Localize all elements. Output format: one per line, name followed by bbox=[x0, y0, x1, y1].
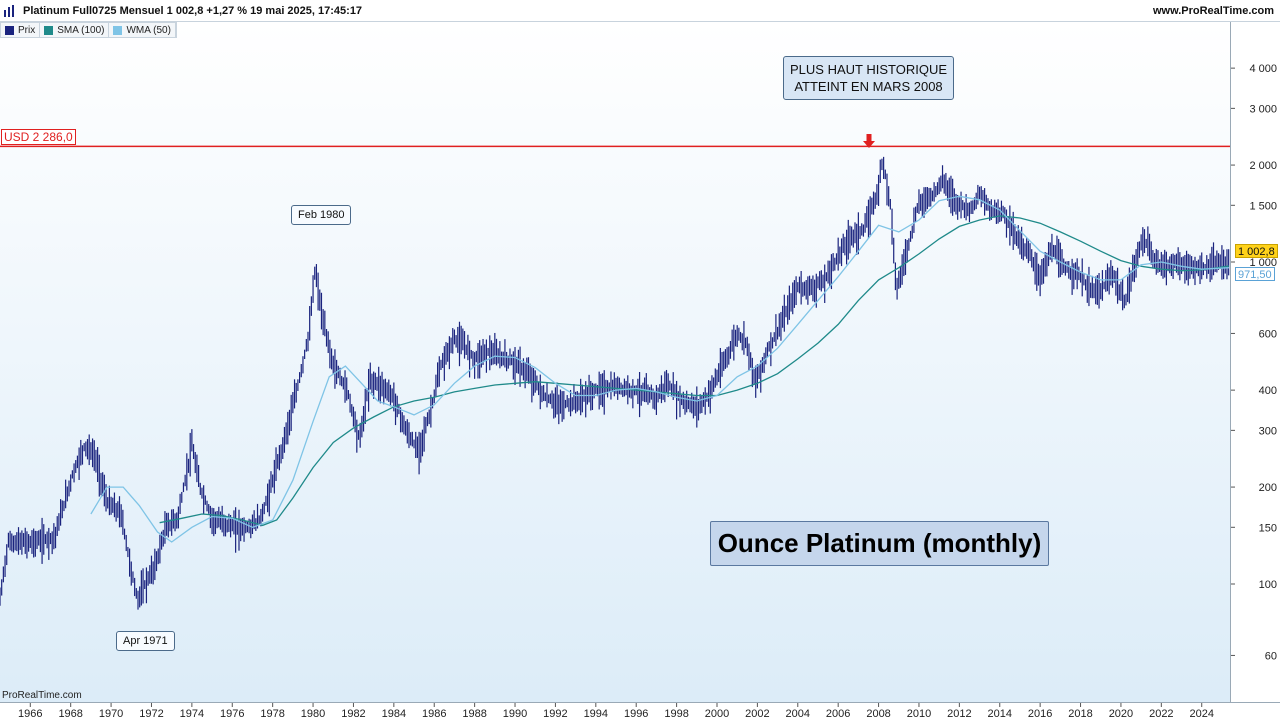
x-tick-label: 1984 bbox=[382, 708, 406, 720]
legend-wma-label: WMA (50) bbox=[126, 24, 171, 36]
site-label[interactable]: www.ProRealTime.com bbox=[1152, 5, 1274, 17]
chart-headline: Ounce Platinum (monthly) bbox=[710, 521, 1049, 566]
time-axis-ticks: 1966 1968 1970 1972 1974 1976 1978 1980 1982 1984… bbox=[18, 703, 1214, 720]
prix-swatch-icon bbox=[5, 25, 14, 35]
price-axis[interactable]: 60 100 150 200 300 400 600 1 000 1 500 2 000 3 000… bbox=[1230, 22, 1280, 702]
x-tick-label: 2006 bbox=[826, 708, 850, 720]
x-tick-label: 2002 bbox=[745, 708, 769, 720]
y-tick-label: 1 000 bbox=[1249, 257, 1277, 269]
x-tick-label: 1972 bbox=[139, 708, 163, 720]
last-price-tag: 1 002,8 bbox=[1235, 244, 1278, 258]
x-tick-label: 2004 bbox=[786, 708, 810, 720]
wma-50-line bbox=[90, 195, 1230, 543]
y-tick-label: 100 bbox=[1259, 579, 1277, 591]
x-tick-label: 2016 bbox=[1028, 708, 1052, 720]
all-time-high-note-line2: ATTEINT EN MARS 2008 bbox=[794, 79, 943, 94]
all-time-high-note-line1: PLUS HAUT HISTORIQUE bbox=[790, 62, 947, 77]
x-tick-label: 1968 bbox=[58, 708, 82, 720]
plot-background bbox=[0, 22, 1230, 702]
x-tick-label: 1986 bbox=[422, 708, 446, 720]
red-down-arrow-icon bbox=[863, 134, 875, 148]
wma-swatch-icon bbox=[113, 25, 123, 35]
time-axis[interactable]: 1966 1968 1970 1972 1974 1976 1978 1980 1982 1984… bbox=[0, 702, 1280, 720]
chart-title-bar: Platinum Full0725 Mensuel 1 002,8 +1,27 … bbox=[23, 5, 363, 17]
indicator-legend: Prix SMA (100) WMA (50) bbox=[0, 22, 177, 38]
y-tick-label: 600 bbox=[1259, 328, 1277, 340]
x-tick-label: 1994 bbox=[584, 708, 608, 720]
x-tick-label: 1988 bbox=[462, 708, 486, 720]
x-tick-label: 2014 bbox=[988, 708, 1012, 720]
x-tick-label: 1970 bbox=[99, 708, 123, 720]
sma-swatch-icon bbox=[44, 25, 54, 35]
reference-line-label: USD 2 286,0 bbox=[1, 129, 76, 145]
x-tick-label: 2020 bbox=[1109, 708, 1133, 720]
y-tick-label: 200 bbox=[1259, 482, 1277, 494]
sma-value-tag: 971,50 bbox=[1235, 267, 1275, 281]
x-tick-label: 1974 bbox=[180, 708, 204, 720]
chart-header: Platinum Full0725 Mensuel 1 002,8 +1,27 … bbox=[0, 0, 1280, 22]
y-tick-label: 2 000 bbox=[1249, 160, 1277, 172]
y-tick-label: 3 000 bbox=[1249, 103, 1277, 115]
apr-1971-label: Apr 1971 bbox=[116, 631, 175, 651]
feb-1980-label: Feb 1980 bbox=[291, 205, 352, 225]
legend-sma-label: SMA (100) bbox=[57, 24, 105, 36]
x-tick-label: 1978 bbox=[260, 708, 284, 720]
y-tick-label: 1 500 bbox=[1249, 200, 1277, 212]
y-tick-label: 300 bbox=[1259, 425, 1277, 437]
x-tick-label: 2022 bbox=[1149, 708, 1173, 720]
legend-prix[interactable]: Prix bbox=[1, 23, 41, 37]
all-time-high-note: PLUS HAUT HISTORIQUE ATTEINT EN MARS 200… bbox=[783, 56, 954, 100]
price-bars bbox=[0, 156, 1230, 610]
y-tick-label: 400 bbox=[1259, 385, 1277, 397]
x-tick-label: 1976 bbox=[220, 708, 244, 720]
x-tick-label: 2000 bbox=[705, 708, 729, 720]
price-chart[interactable] bbox=[0, 22, 1230, 702]
price-axis-ticks: 60 100 150 200 300 400 600 1 000 1 500 2 000 3 000… bbox=[1231, 63, 1277, 662]
x-tick-label: 1996 bbox=[624, 708, 648, 720]
x-tick-label: 1992 bbox=[543, 708, 567, 720]
y-tick-label: 150 bbox=[1259, 522, 1277, 534]
sma-100-line bbox=[159, 215, 1230, 527]
x-tick-label: 1990 bbox=[503, 708, 527, 720]
legend-wma[interactable]: WMA (50) bbox=[109, 23, 176, 37]
x-tick-label: 1966 bbox=[18, 708, 42, 720]
x-tick-label: 2010 bbox=[907, 708, 931, 720]
x-tick-label: 2008 bbox=[866, 708, 890, 720]
watermark: ProRealTime.com bbox=[2, 690, 82, 701]
y-tick-label: 60 bbox=[1265, 650, 1277, 662]
legend-sma[interactable]: SMA (100) bbox=[40, 23, 110, 37]
x-tick-label: 1982 bbox=[341, 708, 365, 720]
x-tick-label: 2024 bbox=[1189, 708, 1213, 720]
y-tick-label: 4 000 bbox=[1249, 63, 1277, 75]
x-tick-label: 2018 bbox=[1068, 708, 1092, 720]
legend-prix-label: Prix bbox=[18, 24, 36, 36]
prorealtime-logo-icon bbox=[4, 5, 14, 17]
x-tick-label: 2012 bbox=[947, 708, 971, 720]
x-tick-label: 1980 bbox=[301, 708, 325, 720]
x-tick-label: 1998 bbox=[664, 708, 688, 720]
